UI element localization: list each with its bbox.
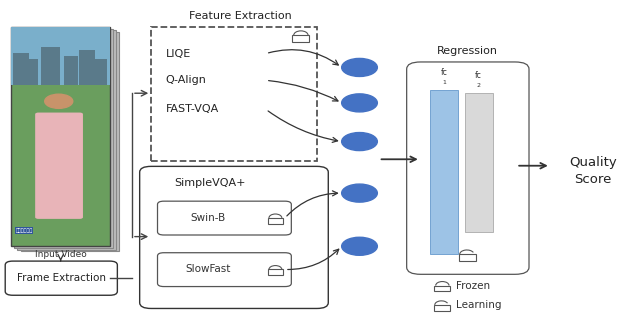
- Circle shape: [342, 94, 378, 112]
- Text: SimpleVQA+: SimpleVQA+: [175, 178, 246, 188]
- Bar: [292, 35, 310, 42]
- FancyBboxPatch shape: [406, 62, 529, 274]
- Circle shape: [342, 133, 378, 150]
- Text: Frame Extraction: Frame Extraction: [17, 273, 106, 283]
- Text: fc: fc: [476, 71, 482, 80]
- FancyBboxPatch shape: [35, 112, 83, 219]
- Text: Regression: Regression: [437, 46, 499, 56]
- Text: fc: fc: [441, 68, 448, 77]
- Bar: [460, 254, 476, 261]
- FancyBboxPatch shape: [93, 59, 106, 85]
- FancyBboxPatch shape: [64, 56, 78, 85]
- FancyBboxPatch shape: [157, 253, 291, 287]
- FancyBboxPatch shape: [14, 29, 113, 248]
- FancyBboxPatch shape: [11, 27, 109, 246]
- FancyBboxPatch shape: [140, 166, 328, 308]
- Text: Learning: Learning: [456, 300, 502, 310]
- FancyBboxPatch shape: [41, 46, 60, 85]
- Circle shape: [342, 184, 378, 202]
- FancyBboxPatch shape: [157, 201, 291, 235]
- Bar: [268, 218, 283, 224]
- FancyBboxPatch shape: [27, 59, 38, 85]
- FancyBboxPatch shape: [79, 50, 95, 85]
- Circle shape: [342, 237, 378, 255]
- Bar: [268, 269, 283, 275]
- Text: 科们也想店子: 科们也想店子: [15, 228, 33, 233]
- Bar: [435, 286, 451, 292]
- FancyBboxPatch shape: [5, 261, 117, 295]
- Text: Swin-B: Swin-B: [191, 213, 226, 223]
- Text: Frozen: Frozen: [456, 280, 490, 291]
- Text: 1: 1: [442, 80, 446, 85]
- Text: 2: 2: [477, 84, 481, 88]
- FancyBboxPatch shape: [430, 90, 458, 254]
- FancyBboxPatch shape: [151, 27, 317, 161]
- FancyBboxPatch shape: [465, 93, 493, 232]
- Circle shape: [342, 58, 378, 76]
- Text: FAST-VQA: FAST-VQA: [166, 104, 219, 114]
- Text: Quality
Score: Quality Score: [569, 156, 616, 186]
- Text: Q-Align: Q-Align: [166, 75, 207, 85]
- FancyBboxPatch shape: [11, 27, 109, 85]
- Bar: [435, 305, 451, 311]
- Text: Feature Extraction: Feature Extraction: [189, 11, 292, 21]
- Text: LIQE: LIQE: [166, 49, 191, 58]
- FancyBboxPatch shape: [13, 53, 29, 85]
- FancyBboxPatch shape: [20, 32, 119, 251]
- Circle shape: [45, 94, 73, 108]
- Text: Input Video: Input Video: [35, 250, 86, 259]
- Text: SlowFast: SlowFast: [186, 265, 231, 275]
- FancyBboxPatch shape: [17, 31, 116, 250]
